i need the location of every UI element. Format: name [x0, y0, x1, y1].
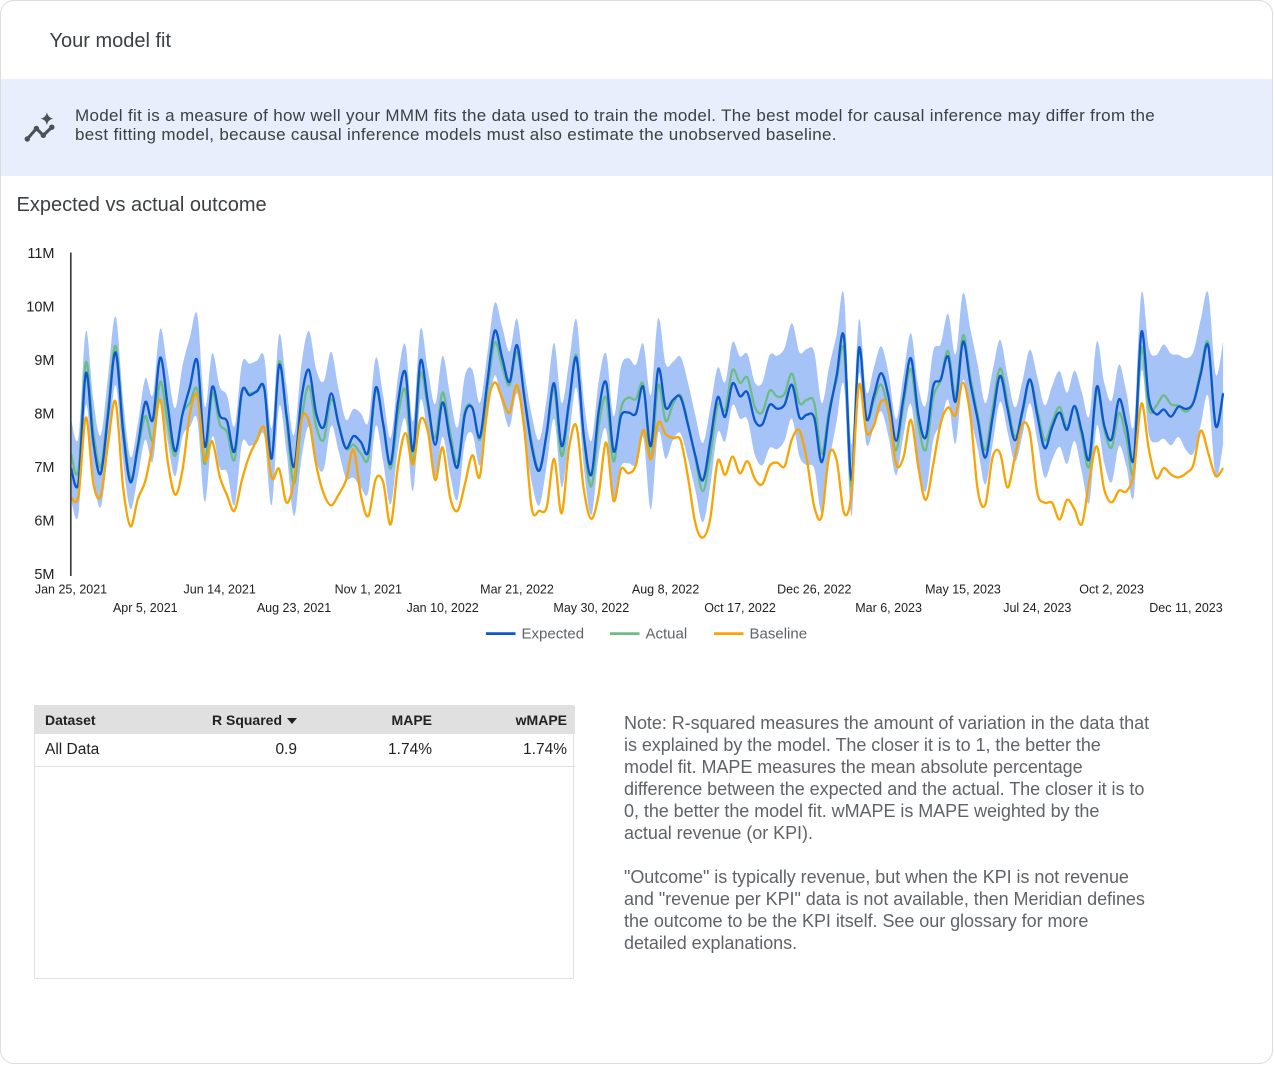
- svg-text:Oct 17, 2022: Oct 17, 2022: [704, 601, 776, 615]
- svg-text:Aug 23, 2021: Aug 23, 2021: [257, 601, 331, 615]
- svg-text:10M: 10M: [26, 300, 54, 316]
- svg-text:May 15, 2023: May 15, 2023: [925, 583, 1001, 597]
- svg-text:7M: 7M: [34, 460, 54, 476]
- svg-text:6M: 6M: [34, 514, 54, 530]
- svg-text:Dec 26, 2022: Dec 26, 2022: [777, 583, 851, 597]
- svg-text:Apr 5, 2021: Apr 5, 2021: [113, 601, 178, 615]
- svg-text:Nov 1, 2021: Nov 1, 2021: [335, 583, 402, 597]
- svg-text:Actual: Actual: [646, 625, 688, 642]
- svg-text:Baseline: Baseline: [750, 625, 808, 642]
- svg-text:Mar 21, 2022: Mar 21, 2022: [480, 583, 554, 597]
- svg-text:Expected: Expected: [522, 625, 585, 642]
- svg-text:Jun 14, 2021: Jun 14, 2021: [184, 583, 256, 597]
- svg-text:9M: 9M: [34, 353, 54, 369]
- svg-text:Dec 11, 2023: Dec 11, 2023: [1149, 601, 1222, 615]
- svg-text:5M: 5M: [34, 567, 54, 583]
- svg-text:8M: 8M: [34, 407, 54, 423]
- svg-text:Oct 2, 2023: Oct 2, 2023: [1079, 583, 1144, 597]
- svg-text:May 30, 2022: May 30, 2022: [553, 601, 629, 615]
- svg-text:Mar 6, 2023: Mar 6, 2023: [855, 601, 922, 615]
- svg-text:Jan 10, 2022: Jan 10, 2022: [406, 601, 478, 615]
- svg-text:Aug 8, 2022: Aug 8, 2022: [632, 583, 699, 597]
- svg-text:Jan 25, 2021: Jan 25, 2021: [35, 583, 107, 597]
- svg-text:11M: 11M: [27, 246, 54, 262]
- svg-text:Jul 24, 2023: Jul 24, 2023: [1003, 601, 1071, 615]
